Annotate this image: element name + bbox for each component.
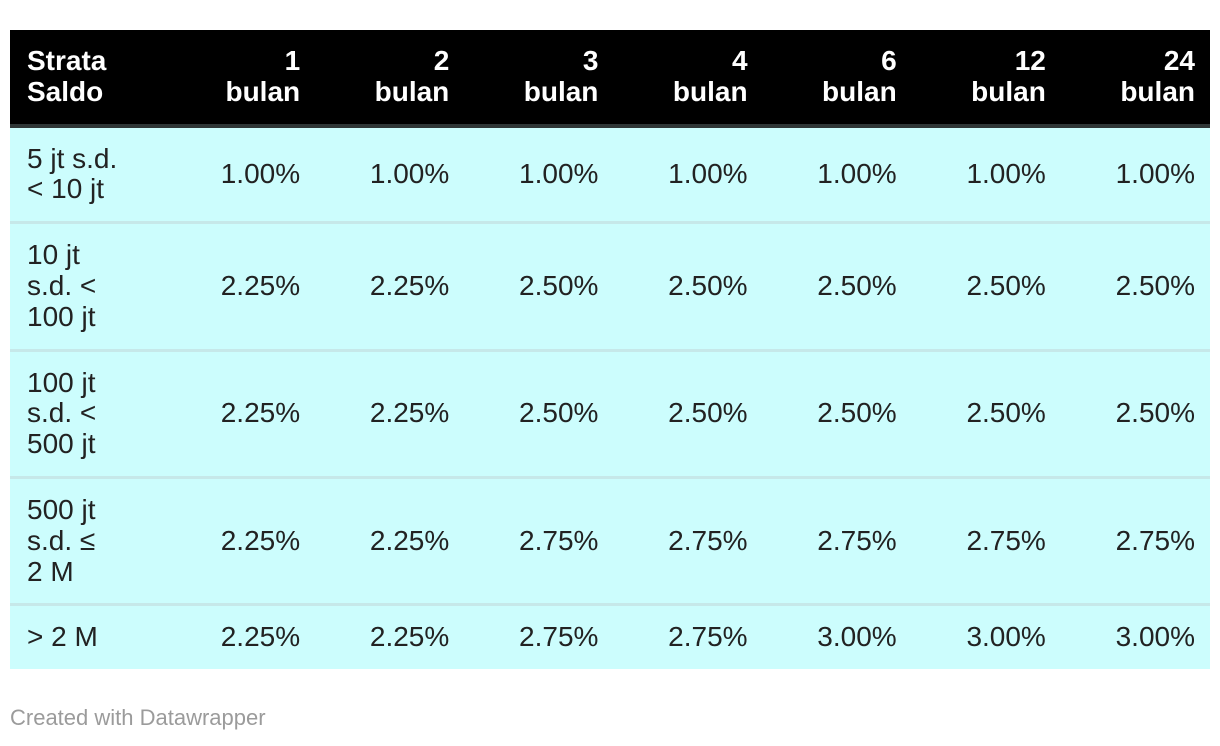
rate-cell: 2.75% (762, 475, 912, 605)
rate-cell: 2.75% (911, 475, 1061, 605)
table-body: 5 jt s.d. < 10 jt 1.00% 1.00% 1.00% 1.00… (10, 125, 1210, 670)
rate-cell: 2.25% (315, 475, 465, 605)
table-row: 100 jt s.d. < 500 jt 2.25% 2.25% 2.50% 2… (10, 348, 1210, 478)
rate-cell: 2.75% (464, 603, 614, 670)
rate-cell: 1.00% (1060, 125, 1210, 223)
rate-cell: 3.00% (911, 603, 1061, 670)
table-row: 500 jt s.d. ≤ 2 M 2.25% 2.25% 2.75% 2.75… (10, 475, 1210, 605)
column-header-24-bulan: 24 bulan (1060, 30, 1210, 128)
table-header: Strata Saldo 1 bulan 2 bulan 3 bulan 4 b… (10, 30, 1210, 128)
rate-cell: 2.75% (613, 475, 763, 605)
rate-cell: 3.00% (762, 603, 912, 670)
rate-cell: 2.25% (315, 603, 465, 670)
row-label: 10 jt s.d. < 100 jt (10, 221, 166, 351)
column-header-4-bulan: 4 bulan (613, 30, 763, 128)
rate-cell: 2.50% (911, 348, 1061, 478)
table-row: 10 jt s.d. < 100 jt 2.25% 2.25% 2.50% 2.… (10, 221, 1210, 351)
rate-cell: 2.25% (166, 348, 316, 478)
rate-cell: 2.25% (166, 475, 316, 605)
rate-cell: 2.50% (464, 221, 614, 351)
column-header-3-bulan: 3 bulan (464, 30, 614, 128)
row-label: 100 jt s.d. < 500 jt (10, 348, 166, 478)
rate-cell: 2.75% (613, 603, 763, 670)
datawrapper-table-page: Strata Saldo 1 bulan 2 bulan 3 bulan 4 b… (0, 30, 1220, 746)
rate-cell: 2.75% (1060, 475, 1210, 605)
row-label: > 2 M (10, 603, 166, 670)
rate-cell: 2.50% (762, 221, 912, 351)
rate-cell: 1.00% (464, 125, 614, 223)
rate-cell: 2.75% (464, 475, 614, 605)
row-label: 500 jt s.d. ≤ 2 M (10, 475, 166, 605)
rate-cell: 2.50% (1060, 348, 1210, 478)
column-header-1-bulan: 1 bulan (166, 30, 316, 128)
rate-cell: 2.25% (166, 603, 316, 670)
rate-cell: 2.50% (911, 221, 1061, 351)
rate-cell: 2.50% (762, 348, 912, 478)
rate-cell: 2.25% (315, 348, 465, 478)
rate-cell: 2.50% (613, 221, 763, 351)
column-header-strata-saldo: Strata Saldo (10, 30, 166, 128)
table-row: > 2 M 2.25% 2.25% 2.75% 2.75% 3.00% 3.00… (10, 603, 1210, 670)
rate-cell: 1.00% (613, 125, 763, 223)
interest-rate-table: Strata Saldo 1 bulan 2 bulan 3 bulan 4 b… (10, 30, 1210, 670)
column-header-2-bulan: 2 bulan (315, 30, 465, 128)
rate-cell: 1.00% (911, 125, 1061, 223)
rate-cell: 3.00% (1060, 603, 1210, 670)
rate-cell: 2.50% (464, 348, 614, 478)
rate-cell: 1.00% (166, 125, 316, 223)
rate-cell: 1.00% (315, 125, 465, 223)
rate-cell: 1.00% (762, 125, 912, 223)
rate-cell: 2.50% (613, 348, 763, 478)
column-header-6-bulan: 6 bulan (762, 30, 912, 128)
rate-cell: 2.25% (166, 221, 316, 351)
header-row: Strata Saldo 1 bulan 2 bulan 3 bulan 4 b… (10, 30, 1210, 128)
column-header-12-bulan: 12 bulan (911, 30, 1061, 128)
row-label: 5 jt s.d. < 10 jt (10, 125, 166, 223)
rate-cell: 2.25% (315, 221, 465, 351)
datawrapper-attribution: Created with Datawrapper (10, 705, 266, 731)
table-row: 5 jt s.d. < 10 jt 1.00% 1.00% 1.00% 1.00… (10, 125, 1210, 223)
rate-cell: 2.50% (1060, 221, 1210, 351)
